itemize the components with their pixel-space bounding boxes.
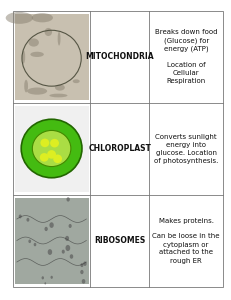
Circle shape (65, 236, 69, 241)
Circle shape (65, 245, 70, 251)
Circle shape (62, 250, 65, 254)
Circle shape (28, 239, 31, 243)
Circle shape (26, 218, 29, 222)
Circle shape (49, 222, 54, 228)
Ellipse shape (55, 84, 65, 91)
Ellipse shape (40, 153, 49, 162)
Ellipse shape (50, 139, 59, 148)
Ellipse shape (53, 154, 62, 163)
Circle shape (69, 224, 72, 228)
Circle shape (45, 227, 48, 231)
Circle shape (51, 276, 53, 279)
Text: CHLOROPLAST: CHLOROPLAST (88, 144, 151, 153)
Ellipse shape (58, 32, 61, 46)
Bar (15, 106, 89, 191)
Ellipse shape (32, 130, 71, 166)
Bar (15, 14, 89, 100)
Ellipse shape (27, 88, 47, 95)
Ellipse shape (49, 94, 67, 98)
Ellipse shape (40, 139, 49, 147)
Ellipse shape (47, 150, 56, 159)
Ellipse shape (30, 52, 44, 57)
Ellipse shape (32, 13, 53, 22)
Text: Makes proteins.

Can be loose in the
cytoplasm or
attached to the
rough ER: Makes proteins. Can be loose in the cyto… (152, 218, 220, 263)
Text: RIBOSOMES: RIBOSOMES (94, 236, 146, 245)
Text: Breaks down food
(Glucose) for
energy (ATP)

Location of
Cellular
Respiration: Breaks down food (Glucose) for energy (A… (155, 29, 217, 84)
Text: MITOCHONDRIA: MITOCHONDRIA (86, 52, 154, 61)
Circle shape (44, 282, 46, 284)
Circle shape (70, 254, 73, 259)
Ellipse shape (73, 79, 80, 83)
Ellipse shape (28, 38, 39, 46)
Circle shape (82, 279, 85, 284)
Circle shape (42, 276, 44, 279)
Text: Converts sunlight
energy into
glucose. Location
of photosynthesis.: Converts sunlight energy into glucose. L… (154, 134, 218, 164)
Ellipse shape (6, 12, 33, 24)
Bar (15, 197, 89, 284)
Ellipse shape (24, 80, 28, 92)
Circle shape (48, 249, 52, 255)
Circle shape (19, 214, 22, 218)
Ellipse shape (22, 50, 25, 64)
Circle shape (34, 243, 36, 246)
Ellipse shape (21, 119, 82, 178)
Circle shape (80, 270, 84, 274)
Circle shape (83, 262, 87, 266)
Ellipse shape (45, 28, 52, 36)
Circle shape (80, 263, 83, 267)
Circle shape (67, 197, 70, 202)
